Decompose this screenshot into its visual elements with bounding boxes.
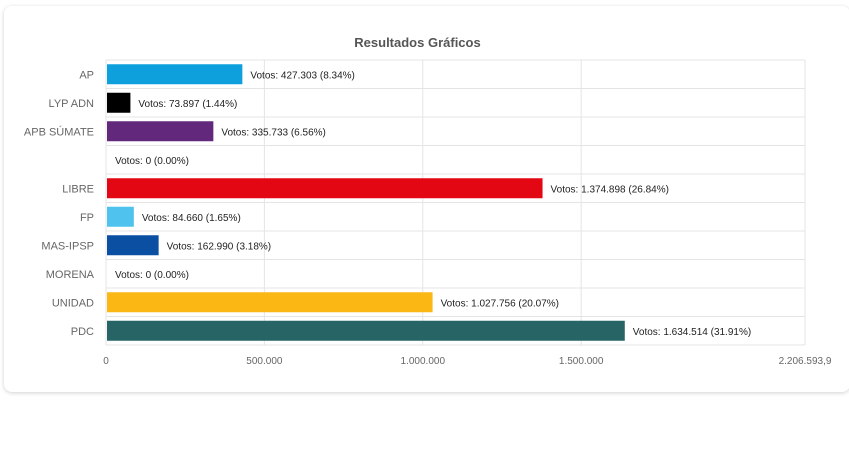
x-tick-label: 1.500.000: [559, 356, 604, 367]
x-tick-label: 0: [103, 356, 109, 367]
data-label: Votos: 335.733 (6.56%): [221, 127, 326, 138]
category-label: MAS-IPSP: [41, 240, 94, 252]
data-label: Votos: 73.897 (1.44%): [138, 99, 237, 110]
category-label: LYP ADN: [49, 98, 95, 110]
data-label: Votos: 1.374.898 (26.84%): [551, 184, 669, 195]
category-label: AP: [79, 69, 94, 81]
category-label: PDC: [71, 326, 94, 338]
data-label: Votos: 1.027.756 (20.07%): [441, 298, 559, 309]
bar: [107, 92, 131, 113]
category-label: FP: [80, 212, 94, 224]
data-label: Votos: 84.660 (1.65%): [142, 213, 241, 224]
data-label: Votos: 427.303 (8.34%): [250, 70, 355, 81]
data-label: Votos: 1.634.514 (31.91%): [633, 327, 751, 338]
x-tick-label: 2.206.593,9: [779, 356, 832, 367]
data-label: Votos: 162.990 (3.18%): [167, 241, 272, 252]
bar: [107, 64, 243, 85]
bar: [107, 121, 214, 142]
bar: [107, 320, 625, 341]
bar: [107, 292, 433, 313]
data-label: Votos: 0 (0.00%): [115, 270, 189, 281]
bar: [107, 235, 159, 256]
chart-title: Resultados Gráficos: [354, 35, 481, 50]
category-label: APB SÚMATE: [24, 125, 94, 138]
data-label: Votos: 0 (0.00%): [115, 156, 189, 167]
x-tick-label: 500.000: [246, 356, 283, 367]
category-label: MORENA: [46, 269, 95, 281]
x-tick-label: 1.000.000: [401, 356, 446, 367]
category-label: LIBRE: [62, 183, 94, 195]
bar: [107, 178, 543, 199]
bar: [107, 206, 134, 227]
category-label: UNIDAD: [52, 297, 94, 309]
